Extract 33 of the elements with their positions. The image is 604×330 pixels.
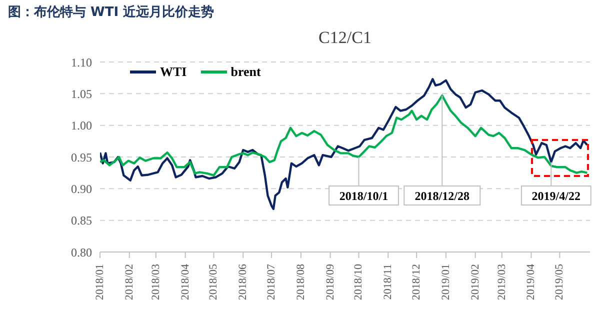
y-tick-label: 0.85: [71, 214, 92, 228]
annotation: 2018/12/28: [414, 189, 470, 203]
chart-subtitle: C12/C1: [318, 28, 372, 48]
legend-label: brent: [230, 64, 261, 80]
x-tick-label: 2018/07: [266, 264, 278, 300]
y-tick-label: 0.95: [71, 150, 92, 164]
x-tick-label: 2019/03: [496, 264, 508, 300]
x-tick-label: 2019/02: [469, 264, 482, 300]
line-series: [100, 78, 588, 210]
x-tick-label: 2018/05: [208, 264, 220, 300]
y-tick-label: 0.80: [71, 245, 92, 260]
y-tick-label: 1.10: [71, 55, 92, 70]
x-tick-label: 2018/04: [179, 264, 192, 300]
x-tick-label: 2018/01: [94, 264, 106, 300]
x-tick-label: 2019/04: [525, 264, 538, 300]
x-tick-label: 2018/12: [410, 264, 423, 300]
x-tick-label: 2019/05: [554, 264, 566, 300]
x-tick-label: 2018/10: [352, 264, 365, 300]
x-tick-label: 2018/06: [237, 264, 250, 300]
x-tick-label: 2019/01: [440, 264, 452, 300]
x-tick-label: 2018/08: [294, 264, 307, 300]
x-tick-label: 2018/03: [150, 264, 162, 300]
annotation: 2019/4/22: [532, 189, 580, 203]
y-tick-label: 1.05: [71, 86, 92, 101]
y-tick-label: 0.90: [71, 182, 92, 196]
chart-title: 图：布伦特与 WTI 近远月比价走势: [8, 4, 214, 21]
legend-label: WTI: [160, 64, 187, 80]
x-tick-label: 2018/02: [123, 264, 136, 300]
y-tick-label: 1.00: [71, 118, 92, 133]
annotation: 2018/10/1: [339, 189, 388, 203]
x-tick-label: 2018/11: [382, 264, 394, 300]
line-series: [100, 94, 588, 176]
x-tick-label: 2018/09: [324, 264, 336, 300]
